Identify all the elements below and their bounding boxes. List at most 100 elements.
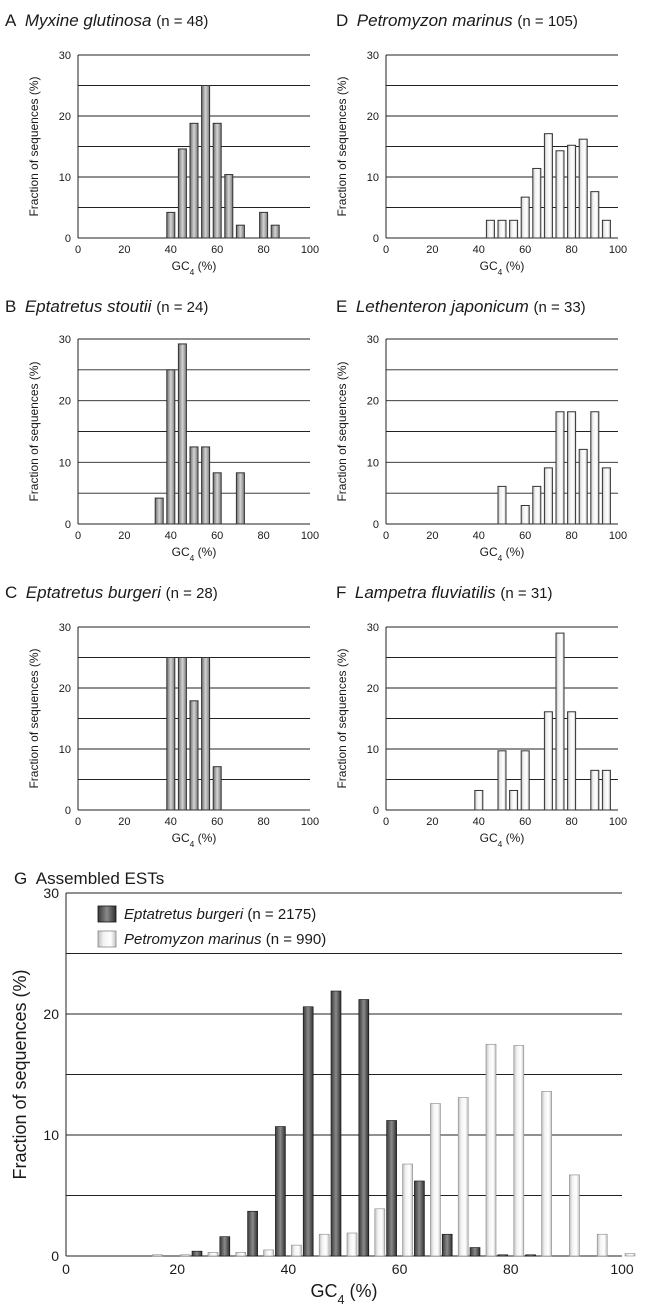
panel-title: B Eptatretus stoutii (n = 24) bbox=[5, 297, 208, 316]
y-axis-title: Fraction of sequences (%) bbox=[27, 648, 41, 788]
bar bbox=[166, 211, 176, 239]
species-name: Eptatretus stoutii bbox=[25, 297, 153, 316]
y-tick-label: 30 bbox=[59, 50, 71, 62]
x-tick-label: 20 bbox=[426, 530, 438, 542]
x-tick-label: 100 bbox=[609, 530, 627, 542]
bar bbox=[578, 448, 588, 525]
panel-letter: C bbox=[5, 583, 17, 602]
y-tick-label: 10 bbox=[367, 744, 379, 756]
bar bbox=[555, 632, 565, 811]
y-axis-title: Fraction of sequences (%) bbox=[335, 76, 349, 216]
y-axis-title: Fraction of sequences (%) bbox=[10, 969, 30, 1179]
species-name: Myxine glutinosa bbox=[25, 11, 152, 30]
x-tick-label: 0 bbox=[75, 816, 81, 828]
panel-letter: G bbox=[14, 869, 27, 888]
x-tick-label: 0 bbox=[75, 530, 81, 542]
y-tick-label: 30 bbox=[367, 622, 379, 634]
legend-swatch bbox=[97, 930, 117, 948]
y-tick-label: 10 bbox=[43, 1127, 59, 1143]
x-tick-label: 20 bbox=[118, 244, 130, 256]
bar bbox=[555, 150, 565, 239]
x-tick-label: 60 bbox=[211, 530, 223, 542]
x-tick-label: 100 bbox=[301, 530, 319, 542]
bar bbox=[485, 219, 495, 239]
bar-petromyzon bbox=[152, 1254, 163, 1257]
bar bbox=[567, 411, 577, 525]
bar bbox=[543, 467, 553, 525]
bar bbox=[201, 85, 211, 239]
y-tick-label: 0 bbox=[65, 519, 71, 531]
bar-petromyzon bbox=[596, 1233, 608, 1257]
x-tick-label: 60 bbox=[392, 1261, 408, 1277]
bar bbox=[543, 711, 553, 811]
x-axis-title: GC4 (%) bbox=[480, 545, 525, 563]
bar-petromyzon bbox=[430, 1103, 441, 1257]
bar-petromyzon bbox=[374, 1208, 386, 1257]
x-axis-title: GC4 (%) bbox=[480, 259, 525, 277]
y-tick-label: 20 bbox=[59, 683, 71, 695]
species-name: Lampetra fluviatilis bbox=[355, 583, 496, 602]
bar-eptatretus bbox=[219, 1236, 231, 1257]
bar bbox=[509, 789, 519, 811]
y-tick-label: 0 bbox=[373, 805, 379, 817]
panel-f: F Lampetra fluviatilis (n = 31) 0 10 20 30 0 2… bbox=[335, 583, 627, 849]
y-tick-label: 20 bbox=[367, 396, 379, 408]
panel-letter: B bbox=[5, 297, 16, 316]
bar bbox=[270, 224, 280, 239]
bar-eptatretus bbox=[302, 1006, 314, 1257]
y-axis-title: Fraction of sequences (%) bbox=[335, 361, 349, 501]
x-tick-label: 60 bbox=[519, 244, 531, 256]
bar-petromyzon bbox=[485, 1043, 497, 1257]
x-tick-label: 80 bbox=[565, 816, 577, 828]
legend-swatch bbox=[97, 905, 117, 923]
bar-eptatretus bbox=[497, 1254, 509, 1257]
bar bbox=[177, 343, 187, 525]
x-tick-label: 100 bbox=[301, 244, 319, 256]
bar-eptatretus bbox=[191, 1250, 203, 1257]
legend-entry: Petromyzon marinus (n = 990) bbox=[124, 931, 326, 948]
x-axis-title: GC4 (%) bbox=[310, 1281, 377, 1307]
x-tick-label: 100 bbox=[609, 816, 627, 828]
x-tick-label: 40 bbox=[165, 244, 177, 256]
bar bbox=[520, 196, 530, 239]
panel-title: A Myxine glutinosa (n = 48) bbox=[5, 11, 208, 30]
y-tick-label: 30 bbox=[367, 50, 379, 62]
y-tick-label: 20 bbox=[59, 396, 71, 408]
bar bbox=[590, 411, 600, 525]
bar bbox=[212, 472, 222, 525]
y-tick-label: 10 bbox=[367, 172, 379, 184]
y-tick-label: 10 bbox=[59, 744, 71, 756]
panel-d: D Petromyzon marinus (n = 105) 0 10 20 30 0 20… bbox=[335, 11, 627, 277]
bar-eptatretus bbox=[358, 999, 370, 1257]
panel-title: F Lampetra fluviatilis (n = 31) bbox=[336, 583, 553, 602]
sample-size: (n = 28) bbox=[166, 585, 218, 602]
bar-petromyzon bbox=[513, 1045, 525, 1257]
x-tick-label: 60 bbox=[211, 816, 223, 828]
bar bbox=[509, 219, 519, 239]
panel-letter: F bbox=[336, 583, 346, 602]
x-tick-label: 0 bbox=[75, 244, 81, 256]
panel-c: C Eptatretus burgeri (n = 28) 0 10 20 30 0 20 4… bbox=[5, 583, 319, 849]
bar-petromyzon bbox=[235, 1252, 247, 1257]
bar bbox=[212, 766, 222, 811]
x-tick-label: 80 bbox=[503, 1261, 519, 1277]
y-tick-label: 30 bbox=[43, 885, 59, 901]
y-axis-title: Fraction of sequences (%) bbox=[335, 648, 349, 788]
bar bbox=[177, 148, 187, 239]
bar-petromyzon bbox=[346, 1232, 358, 1257]
bar bbox=[567, 711, 577, 811]
sample-size: (n = 31) bbox=[500, 585, 552, 602]
bar-petromyzon bbox=[541, 1091, 552, 1257]
y-tick-label: 30 bbox=[59, 334, 71, 346]
sample-size: (n = 24) bbox=[156, 299, 208, 316]
bar-eptatretus bbox=[414, 1180, 425, 1257]
panel-g-title: Assembled ESTs bbox=[36, 869, 165, 888]
bar bbox=[235, 224, 245, 239]
bar bbox=[497, 750, 507, 811]
bar-petromyzon bbox=[179, 1254, 191, 1257]
sample-size: (n = 33) bbox=[534, 299, 586, 316]
bar bbox=[601, 769, 611, 811]
y-tick-label: 10 bbox=[59, 172, 71, 184]
bar-eptatretus bbox=[525, 1254, 536, 1257]
bar bbox=[189, 700, 199, 811]
